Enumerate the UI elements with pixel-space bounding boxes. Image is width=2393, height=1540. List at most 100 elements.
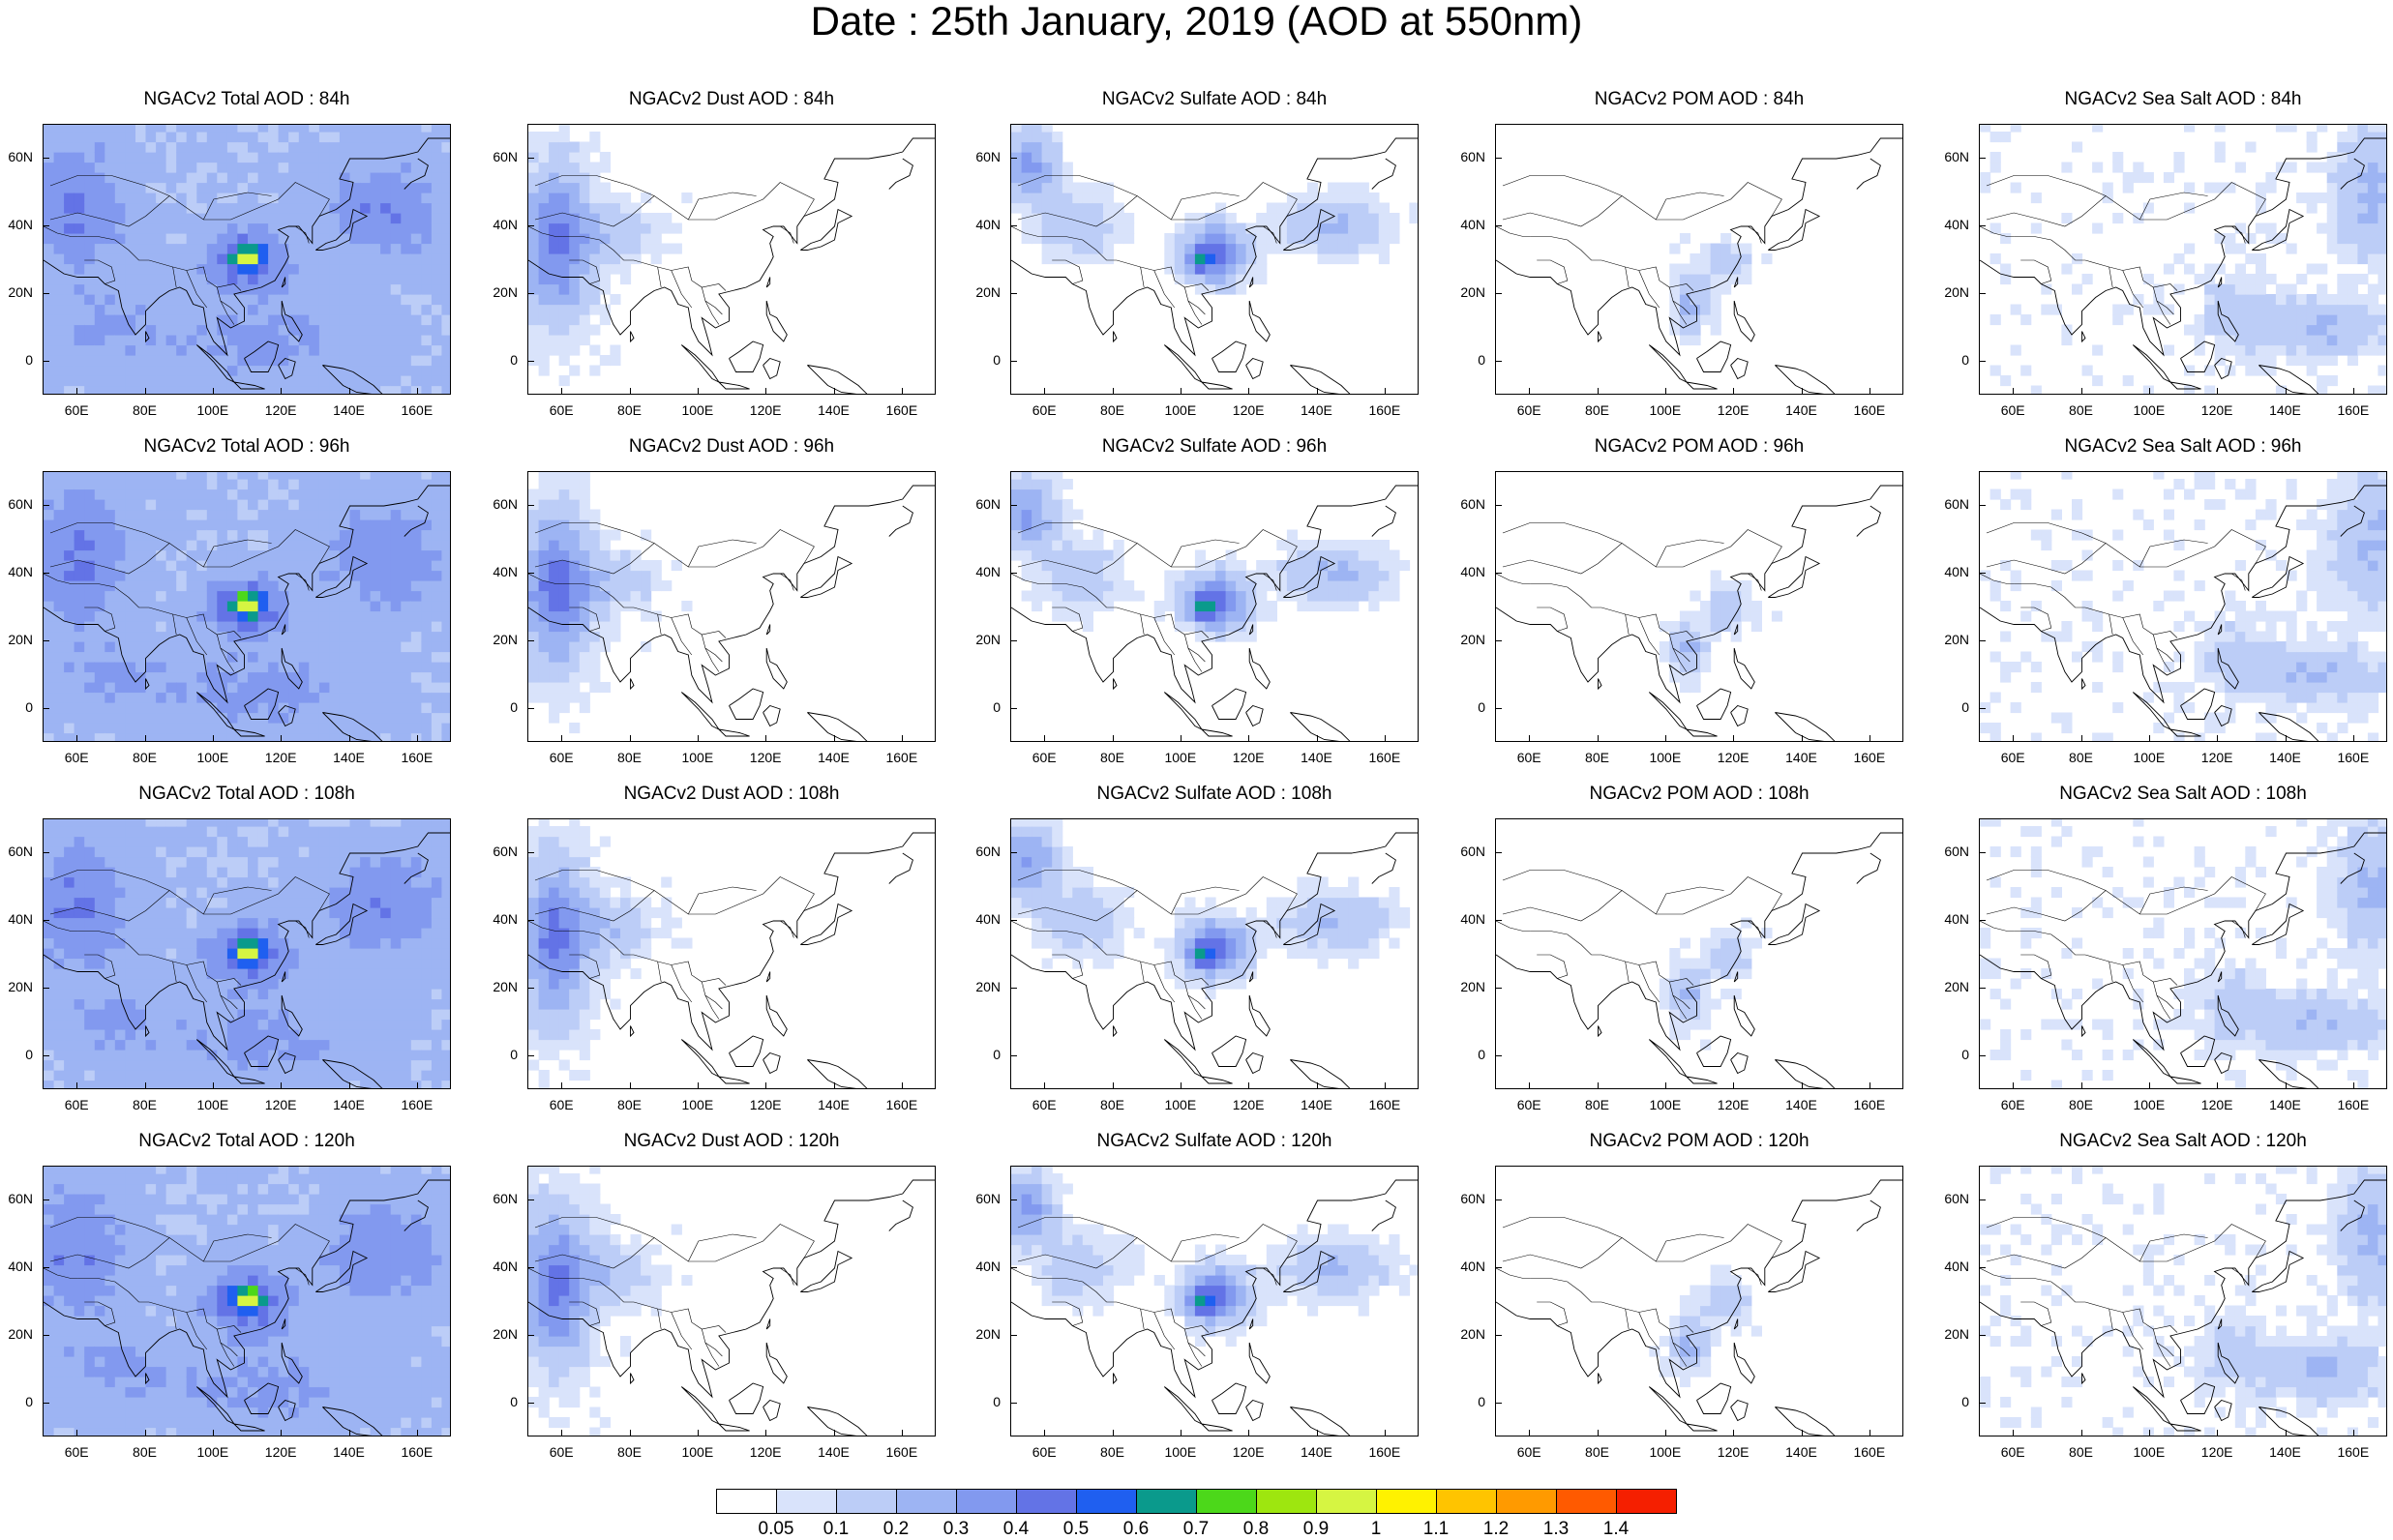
lon-tick-label: 60E [1020,750,1068,765]
lat-tick-label: 20N [1930,632,1969,647]
coastline [1649,1040,1687,1078]
coastline [763,1053,781,1074]
coastline [1687,1077,1718,1083]
lon-tick-mark [145,1430,146,1436]
coastline [800,557,852,598]
lat-tick-mark [1979,505,1986,506]
coastline [1857,853,1881,884]
aod-field-map [1496,125,1903,395]
country-border [1530,932,1693,986]
aod-field-map [1011,819,1419,1089]
lon-tick-mark [1113,1430,1114,1436]
country-border [1639,1313,1660,1350]
lat-tick-mark [43,225,49,226]
lon-tick-label: 60E [537,402,585,418]
country-border [1656,192,1723,220]
country-border [1496,574,1530,584]
lon-tick-mark [1113,1082,1114,1089]
lat-tick-mark [43,293,49,294]
lon-tick-label: 100E [1156,750,1205,765]
lat-tick-mark [1979,225,1986,226]
lat-tick-label: 20N [1930,284,1969,300]
lon-tick-label: 80E [1573,1097,1622,1112]
lon-tick-label: 120E [741,1444,790,1460]
aod-field-map [528,472,936,742]
lat-tick-label: 40N [1930,217,1969,232]
lon-tick-label: 100E [673,750,722,765]
lon-tick-label: 120E [1709,1097,1757,1112]
coastline [719,1077,750,1083]
country-border [1537,260,1568,284]
country-border [1639,618,1660,656]
lon-tick-label: 100E [1641,1444,1690,1460]
lon-tick-label: 100E [1641,750,1690,765]
lon-tick-mark [2013,1082,2014,1089]
colorbar-label: 0.5 [1052,1519,1100,1540]
colorbar-label: 0.7 [1172,1519,1220,1540]
lat-tick-mark [1495,708,1502,709]
country-border [1503,877,1781,922]
coastline [1114,1026,1118,1037]
lon-tick-label: 160E [393,402,441,418]
lat-tick-label: 0 [1930,699,1969,715]
coastline [1731,1053,1749,1074]
coastline [2082,332,2086,342]
lon-tick-label: 120E [1224,1097,1272,1112]
coastline [1697,341,1731,372]
country-border [1141,267,1145,287]
lon-tick-label: 160E [1361,1444,1409,1460]
coastline [1857,1200,1881,1231]
colorbar-cell [716,1489,777,1514]
lon-tick-mark [281,1430,282,1436]
coastline [1775,1407,1836,1437]
lat-tick-mark [527,1403,534,1404]
lon-tick-label: 60E [1505,402,1553,418]
lat-tick-mark [1010,158,1017,159]
lon-tick-mark [1665,1082,1666,1089]
country-border [1748,226,1761,244]
lon-tick-label: 140E [1778,1097,1826,1112]
lat-tick-mark [1979,361,1986,362]
coastline [1768,1252,1819,1292]
lat-tick-mark [1979,708,1986,709]
coastline [889,506,913,537]
lat-tick-label: 0 [1930,1047,1969,1062]
coastline [800,904,852,945]
aod-field-map [44,1167,451,1436]
coastline [800,1252,852,1292]
lon-tick-mark [1385,735,1386,742]
coastline [1164,1040,1202,1078]
lon-tick-mark [765,1430,766,1436]
lat-tick-mark [527,1199,534,1200]
lon-tick-label: 80E [1573,402,1622,418]
country-border [1188,301,1206,314]
lat-tick-label: 40N [0,217,33,232]
coastline [1290,1407,1351,1437]
lon-tick-mark [76,1082,77,1089]
lon-tick-mark [902,735,903,742]
lon-tick-label: 80E [1089,750,1137,765]
lon-tick-mark [1529,1082,1530,1089]
lat-tick-label: 60N [1447,149,1485,164]
aod-field-map [44,819,451,1089]
lat-tick-mark [1010,1267,1017,1268]
coastline [1212,689,1246,720]
lat-tick-mark [43,1199,49,1200]
lat-tick-mark [43,1335,49,1336]
country-border [1496,226,1530,237]
lon-tick-mark [630,1430,631,1436]
lon-tick-label: 140E [810,402,858,418]
panel-title: NGACv2 Total AOD : 84h [43,89,451,110]
lon-tick-label: 140E [810,1444,858,1460]
lat-tick-label: 40N [1447,1259,1485,1274]
lon-tick-mark [2013,388,2014,395]
lon-tick-mark [2081,1430,2082,1436]
coastline [730,1036,763,1067]
lon-tick-mark [145,1082,146,1089]
lon-tick-label: 160E [1845,1097,1894,1112]
colorbar-label: 0.8 [1232,1519,1280,1540]
lon-tick-label: 140E [1778,750,1826,765]
country-border [780,921,793,938]
map-plot-area [1010,124,1419,395]
